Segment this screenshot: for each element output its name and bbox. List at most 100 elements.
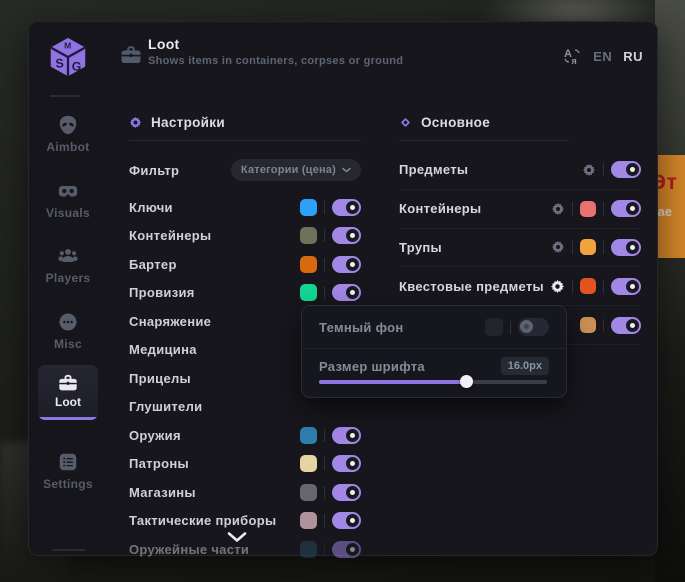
toggle-switch[interactable] [611,316,641,334]
panel-header: Основное [399,112,641,132]
color-swatch[interactable] [300,455,317,473]
main-options-list: Предметы Контейнеры Трупы [399,151,641,345]
sidebar-item-settings[interactable]: Settings [29,451,107,491]
color-swatch[interactable] [300,540,317,558]
category-label: Контейнеры [129,228,212,244]
color-swatch[interactable] [300,227,317,245]
category-row-magazines: Магазины [129,478,361,507]
toggle-switch[interactable] [611,238,641,256]
briefcase-icon [38,372,98,394]
category-row-suppressors: Глушители [129,393,361,422]
toggle-switch[interactable] [332,255,361,273]
category-label: Провизия [129,285,195,301]
category-label: Снаряжение [129,313,212,329]
option-label: Контейнеры [399,201,482,217]
app-logo-icon: S G M [50,37,86,77]
vr-goggles-icon [29,180,107,202]
main-panel: Основное Предметы Контейнеры [399,112,641,345]
category-row-weapons: Оружия [129,421,361,450]
sidebar-item-label: Players [45,271,91,285]
font-size-slider[interactable] [319,375,547,388]
sidebar-item-label: Settings [43,477,93,491]
misc-dots-icon [29,311,107,333]
color-swatch[interactable] [300,512,317,530]
color-swatch[interactable] [580,200,596,217]
quest-items-settings-popup: Темный фон Размер шрифта 16.0px [301,305,567,398]
sidebar-item-players[interactable]: Players [29,245,107,285]
gear-icon[interactable] [550,279,565,294]
svg-text:A: A [564,48,572,60]
sidebar-item-label: Visuals [46,206,90,220]
toggle-switch[interactable] [611,161,641,179]
sidebar-item-visuals[interactable]: Visuals [29,180,107,220]
divider [399,140,569,141]
briefcase-icon [121,46,141,63]
sidebar-item-misc[interactable]: Misc [29,311,107,351]
scroll-more-chevron-icon [226,530,248,548]
color-swatch[interactable] [300,426,317,444]
font-size-row: Размер шрифта 16.0px [302,351,566,381]
toggle-switch[interactable] [518,318,549,336]
language-en-button[interactable]: EN [593,48,613,64]
divider [50,95,80,97]
toggle-switch[interactable] [332,227,361,245]
gear-icon[interactable] [551,202,565,216]
category-row-sights: Прицелы [129,364,361,393]
option-label: Предметы [399,162,469,178]
sidebar: S G M Aimbot Visuals [29,22,107,555]
toggle-switch[interactable] [332,426,361,444]
category-row-gear: Снаряжение [129,307,361,336]
panel-header: Настройки [129,112,361,132]
font-size-value: 16.0px [500,357,549,375]
alien-icon [29,114,107,136]
category-row-containers: Контейнеры [129,222,361,251]
category-label: Глушители [129,399,203,415]
category-row-weapon-parts: Оружейные части [129,535,361,564]
active-indicator [38,417,98,420]
loot-category-list: Ключи Контейнеры Бартер Провизия [129,193,361,564]
category-row-barter: Бартер [129,250,361,279]
toggle-switch[interactable] [332,540,361,558]
color-swatch[interactable] [485,318,503,336]
toggle-switch[interactable] [611,200,641,218]
option-row-corpses: Трупы [399,229,641,268]
gear-icon[interactable] [551,240,565,254]
color-swatch[interactable] [580,278,596,295]
toggle-switch[interactable] [332,455,361,473]
filter-dropdown[interactable]: Категории (цена) [230,159,361,181]
color-swatch[interactable] [300,255,317,273]
font-size-label: Размер шрифта [319,358,425,374]
background-texture [655,0,685,582]
toggle-switch[interactable] [332,284,361,302]
panel-title: Основное [421,114,491,130]
sidebar-item-aimbot[interactable]: Aimbot [29,114,107,154]
language-ru-button[interactable]: RU [623,48,643,64]
toggle-switch[interactable] [332,483,361,501]
slider-handle[interactable] [460,375,474,388]
toggle-switch[interactable] [332,198,361,216]
category-label: Бартер [129,256,177,272]
category-row-tactical: Тактические приборы [129,507,361,536]
option-row-containers: Контейнеры [399,190,641,229]
sidebar-item-loot[interactable]: Loot [38,365,98,420]
toggle-switch[interactable] [611,277,641,295]
gear-icon[interactable] [582,163,596,177]
dark-background-row: Темный фон [302,306,566,348]
color-swatch[interactable] [300,483,317,501]
app-window: S G M Aimbot Visuals [28,21,658,558]
page-title: Loot [148,36,180,52]
category-label: Тактические приборы [129,513,277,529]
divider [129,140,361,141]
option-label: Квестовые предметы [399,278,544,294]
category-label: Оружейные части [129,541,250,557]
color-swatch[interactable] [300,284,317,302]
category-row-provisions: Провизия [129,279,361,308]
color-swatch[interactable] [580,239,596,256]
color-swatch[interactable] [300,198,317,216]
color-swatch[interactable] [580,317,596,334]
filter-row: Фильтр Категории (цена) [129,155,361,185]
toggle-switch[interactable] [332,512,361,530]
category-label: Ключи [129,199,173,215]
gear-icon [129,116,142,128]
